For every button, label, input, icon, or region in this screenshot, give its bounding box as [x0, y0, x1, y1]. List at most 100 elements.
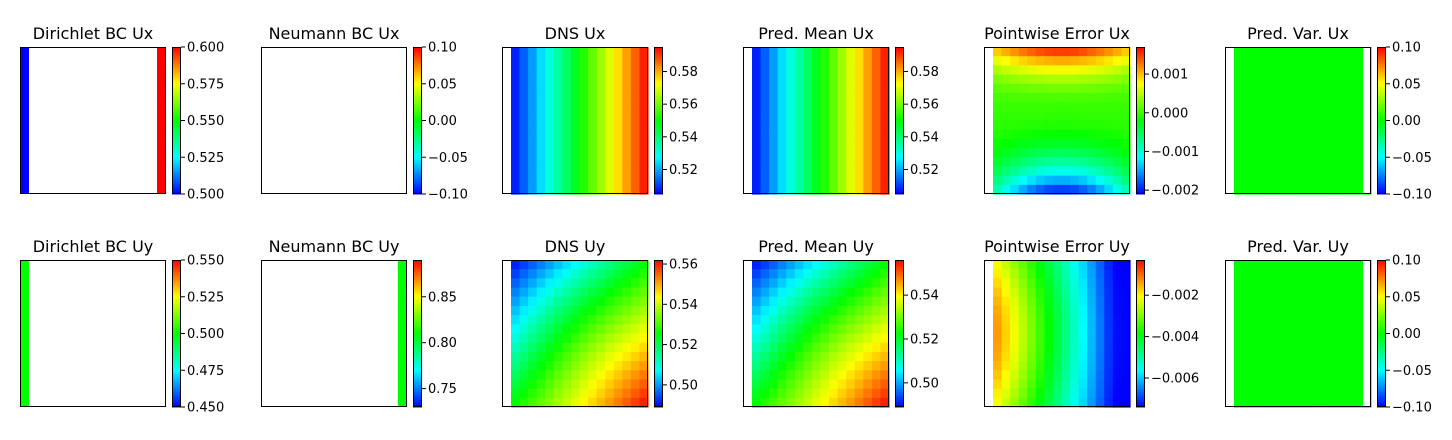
heatmap-cell: [1268, 166, 1278, 177]
colorbar-strip: [1377, 299, 1386, 303]
heatmap-cell: [596, 361, 606, 371]
heatmap-cell: [622, 324, 632, 335]
heatmap-cell: [570, 65, 581, 76]
heatmap-cell: [846, 287, 856, 298]
heatmap-cell: [1242, 269, 1252, 279]
colorbar-strip: [1377, 93, 1386, 97]
colorbar-strip: [172, 59, 181, 63]
colorbar-strip: [1377, 335, 1386, 339]
heatmap-cell: [1293, 296, 1304, 307]
colorbar-strip: [654, 127, 663, 131]
colorbar-strip: [172, 103, 181, 107]
heatmap-cell: [786, 120, 796, 131]
colorbar-strip: [895, 145, 904, 148]
heatmap-cell: [562, 166, 572, 177]
colorbar-tick-label: 0.75: [428, 382, 457, 397]
colorbar-strip: [172, 130, 181, 134]
heatmap-cell: [1112, 111, 1123, 122]
colorbar-strip: [654, 162, 663, 166]
heatmap-cell: [1311, 166, 1321, 177]
colorbar-strip: [1377, 377, 1386, 381]
heatmap-cell: [880, 138, 890, 149]
colorbar-strip: [654, 260, 663, 263]
heatmap-cell: [570, 120, 581, 131]
colorbar-strip: [654, 61, 663, 65]
colorbar-strip: [413, 309, 422, 312]
colorbar-strip: [1136, 93, 1145, 97]
heatmap-cell: [1293, 148, 1304, 158]
heatmap-cell: [760, 351, 770, 362]
colorbar-strip: [895, 380, 904, 383]
heatmap-cell: [1044, 379, 1054, 390]
heatmap-cell: [1044, 148, 1054, 158]
colorbar-strip: [1377, 186, 1386, 190]
colorbar-strip: [895, 262, 904, 266]
heatmap-cells: [398, 260, 407, 407]
heatmap-cell: [1285, 324, 1295, 335]
heatmap-cell: [1345, 260, 1355, 270]
colorbar-strip: [1377, 142, 1386, 146]
colorbar-strip: [895, 328, 904, 332]
heatmap-cell: [630, 269, 641, 279]
colorbar-strip: [654, 333, 663, 337]
heatmap-cell: [511, 111, 521, 122]
colorbar-strip: [654, 132, 663, 136]
colorbar-strip: [172, 181, 181, 185]
heatmap-cell: [1052, 351, 1063, 362]
heatmap-cell: [605, 56, 615, 66]
heatmap-cell: [837, 260, 847, 270]
heatmap-cell: [1087, 388, 1097, 399]
heatmap-cell: [553, 287, 563, 298]
colorbar-strip: [413, 115, 422, 119]
colorbar-strip: [895, 321, 904, 325]
heatmap-cell: [1035, 157, 1045, 168]
colorbar-strip: [413, 301, 422, 305]
heatmap-cell: [1285, 157, 1295, 168]
heatmap-cell: [528, 260, 538, 270]
colorbar-tick-label: −0.05: [428, 151, 468, 166]
colorbar-strip: [172, 113, 181, 117]
heatmap-cell: [1018, 333, 1028, 344]
colorbar-strip: [895, 362, 904, 366]
heatmap-cell: [1061, 83, 1071, 94]
heatmap-cell: [1293, 102, 1304, 112]
heatmap-cell: [553, 379, 563, 390]
colorbar-strip: [413, 69, 422, 72]
heatmap-cell: [1293, 379, 1304, 390]
heatmap-cell: [579, 260, 589, 270]
colorbar-strip: [895, 382, 904, 386]
heatmap-cell: [811, 397, 822, 408]
heatmap-cell: [1319, 92, 1329, 103]
subplot: Neumann BC Uy0.750.800.85: [261, 237, 457, 408]
heatmap-cell: [769, 278, 779, 289]
heatmap-cell: [1276, 175, 1286, 186]
heatmap-cell: [1285, 175, 1295, 186]
colorbar-strip: [654, 274, 663, 278]
colorbar-strip: [1377, 47, 1386, 50]
colorbar: −0.10−0.050.000.050.10: [1377, 41, 1432, 203]
heatmap-cell: [820, 92, 830, 103]
heatmap-cell: [1319, 324, 1329, 335]
colorbar-strip: [413, 306, 422, 310]
heatmap-cell: [794, 342, 804, 353]
colorbar-strip: [654, 269, 663, 273]
heatmap-cell: [562, 324, 572, 335]
colorbar-strip: [654, 167, 663, 170]
heatmap-cell: [1328, 83, 1338, 94]
heatmap-cell: [1044, 305, 1054, 316]
heatmap-cell: [1112, 129, 1123, 140]
heatmap-cell: [1018, 370, 1028, 381]
heatmap-cell: [993, 278, 1003, 289]
heatmap-cell: [622, 175, 632, 186]
heatmap-cell: [579, 56, 589, 66]
colorbar-tick-label: 0.00: [1392, 114, 1421, 129]
colorbar-strip: [1377, 162, 1386, 166]
heatmap-cell: [871, 296, 882, 307]
heatmap-cell: [829, 120, 839, 131]
heatmap-cell: [820, 175, 830, 186]
heatmap-cell: [803, 157, 813, 168]
colorbar-strip: [1136, 399, 1145, 403]
heatmap-cell: [570, 74, 581, 85]
heatmap-cell: [993, 65, 1003, 76]
heatmap-cell: [1027, 388, 1037, 399]
